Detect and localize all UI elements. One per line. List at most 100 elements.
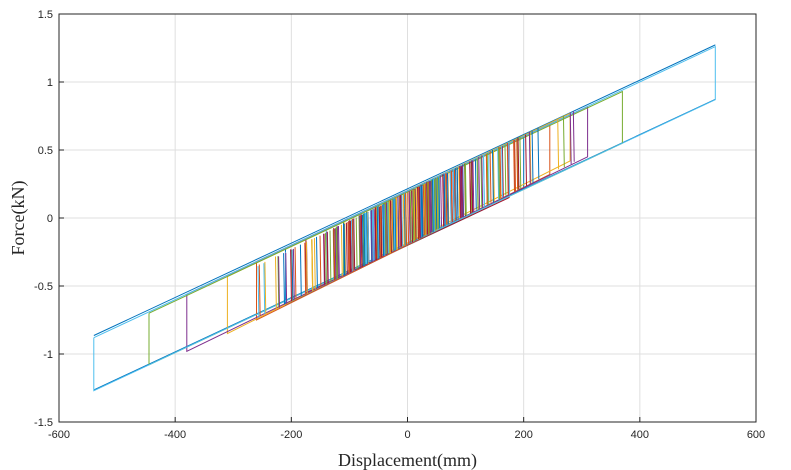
- cycle-stroke: [291, 249, 294, 301]
- cycle-stroke: [361, 214, 364, 266]
- cycle-stroke: [499, 147, 502, 199]
- cycle-stroke: [344, 222, 347, 275]
- cycle-stroke: [417, 186, 420, 239]
- cycle-stroke: [460, 166, 463, 218]
- cycle-stroke: [349, 220, 352, 273]
- cycle-stroke: [506, 143, 509, 195]
- x-tick-label: 200: [514, 429, 532, 441]
- cycle-stroke: [557, 118, 560, 170]
- cycle-stroke: [483, 155, 485, 207]
- y-tick-label: 1: [47, 77, 53, 89]
- cycle-stroke: [394, 198, 397, 251]
- cycle-stroke: [486, 153, 489, 205]
- cycle-stroke: [412, 189, 415, 242]
- y-tick-label: -0.5: [34, 281, 53, 293]
- cycle-stroke: [429, 181, 431, 234]
- cycle-stroke: [278, 256, 280, 308]
- cycle-stroke: [450, 170, 453, 222]
- cycle-stroke: [274, 256, 277, 310]
- cycle-stroke: [263, 263, 266, 314]
- cycle-stroke: [316, 236, 318, 288]
- cycle-stroke: [525, 134, 527, 186]
- cycle-stroke: [351, 219, 354, 272]
- cycle-stroke: [464, 163, 467, 216]
- cycle-stroke: [393, 198, 396, 251]
- cycle-stroke: [492, 149, 495, 202]
- cycle-stroke: [362, 213, 365, 266]
- cycle-stroke: [461, 165, 464, 218]
- cycle-stroke: [485, 154, 488, 205]
- x-tick-label: 0: [404, 429, 410, 441]
- cycle-stroke: [363, 213, 366, 266]
- cycle-stroke: [460, 166, 462, 218]
- cycle-stroke: [501, 146, 504, 197]
- tick-labels: -600 -400 -200 0 200 400 600 -1.5 -1 -0.5 0 0.5 1 1.5: [34, 9, 765, 441]
- cycle-stroke: [319, 235, 322, 288]
- cycle-stroke: [424, 183, 427, 235]
- cycle-stroke: [443, 174, 446, 227]
- cycle-stroke: [421, 184, 424, 237]
- cycle-stroke: [292, 248, 295, 300]
- cycle-stroke: [408, 191, 411, 243]
- cycle-stroke: [283, 253, 285, 305]
- cycle-stroke: [311, 239, 314, 291]
- cycle-stroke: [476, 158, 479, 210]
- cycle-stroke: [395, 198, 398, 251]
- cycle-stroke: [497, 148, 500, 200]
- cycle-stroke: [299, 244, 302, 297]
- cycle-stroke: [514, 139, 517, 192]
- cycle-stroke: [264, 261, 267, 314]
- cycle-stroke: [531, 131, 534, 183]
- cycle-stroke: [428, 181, 430, 234]
- cycle-stroke: [277, 256, 280, 308]
- cycle-stroke: [427, 182, 430, 234]
- cycle-stroke: [380, 206, 383, 258]
- cycle-stroke: [537, 128, 540, 180]
- cycle-stroke: [513, 140, 515, 192]
- cycle-stroke: [452, 169, 455, 221]
- cycle-stroke: [430, 181, 433, 232]
- cycle-stroke: [516, 139, 519, 190]
- cycle-stroke: [343, 224, 346, 276]
- cycle-stroke: [399, 195, 402, 247]
- cycle-stroke: [438, 177, 441, 229]
- cycle-stroke: [326, 231, 329, 284]
- cycle-stroke: [411, 190, 413, 243]
- cycle-stroke: [365, 212, 368, 264]
- cycle-stroke: [380, 205, 383, 258]
- cycle-stroke: [337, 226, 340, 278]
- cycle-stroke: [405, 192, 407, 246]
- cycle-stroke: [324, 233, 327, 285]
- cycle-stroke: [455, 168, 457, 221]
- cycle-stroke: [491, 150, 494, 203]
- cycle-stroke: [474, 159, 477, 210]
- cycle-stroke: [414, 189, 417, 241]
- cycle-stroke: [304, 242, 307, 295]
- cycle-stroke: [471, 161, 474, 213]
- cycle-stroke: [387, 201, 390, 254]
- cycle-stroke: [419, 186, 422, 239]
- cycle-stroke: [529, 131, 532, 183]
- cycle-stroke: [313, 238, 316, 290]
- cycle-stroke: [478, 156, 481, 210]
- cycle-stroke: [519, 136, 522, 189]
- cycle-stroke: [449, 170, 452, 223]
- cycle-stroke: [415, 187, 418, 239]
- cycle-stroke: [389, 200, 392, 253]
- cycle-stroke: [481, 155, 484, 208]
- cycle-stroke: [334, 228, 337, 280]
- cycle-stroke: [417, 187, 419, 240]
- cycle-stroke: [382, 203, 385, 256]
- cycle-stroke: [398, 195, 401, 248]
- cycle-stroke: [436, 177, 438, 230]
- cycle-stroke: [403, 194, 406, 245]
- cycle-stroke: [472, 160, 475, 213]
- cycle-stroke: [420, 185, 423, 238]
- cycle-stroke: [370, 210, 373, 263]
- cycle-stroke: [400, 195, 403, 247]
- cycle-stroke: [480, 156, 483, 208]
- cycle-stroke: [355, 217, 358, 270]
- cycle-stroke: [413, 189, 416, 241]
- cycle-stroke: [359, 215, 362, 268]
